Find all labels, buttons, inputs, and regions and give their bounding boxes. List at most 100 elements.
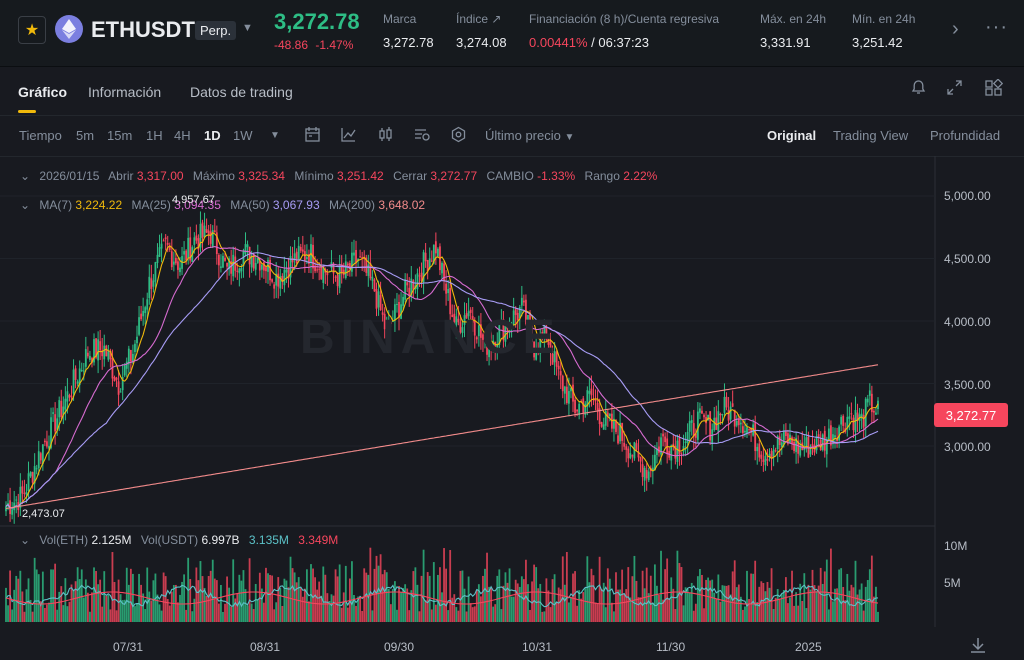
candle-body (236, 270, 239, 273)
grid-lines (0, 195, 935, 447)
volume-bar (68, 601, 71, 622)
layout-grid-icon[interactable] (984, 78, 1004, 103)
candle-body (756, 446, 759, 452)
indicators-icon[interactable] (340, 126, 357, 146)
interval-5m[interactable]: 5m (76, 128, 95, 143)
volume-bar (283, 578, 286, 622)
volume-bar (705, 579, 707, 622)
candle-body (170, 251, 173, 268)
volume-bar (275, 602, 278, 622)
candle-body (183, 251, 185, 255)
volume-bar (179, 594, 181, 622)
candle-body (518, 307, 521, 319)
chart-panel: Gráfico Información Datos de trading Tie… (0, 66, 1024, 660)
more-options-icon[interactable]: ··· (985, 16, 1008, 38)
volume-bar (256, 599, 259, 622)
volume-bar (250, 603, 253, 622)
favorite-star-icon[interactable]: ★ (18, 16, 46, 44)
stat-index[interactable]: Índice ↗ 3,274.08 (456, 12, 507, 50)
price-chart[interactable] (0, 156, 1024, 627)
volume-bar (789, 597, 791, 622)
interval-1w[interactable]: 1W (233, 128, 253, 143)
volume-bar (584, 588, 587, 622)
chevron-right-icon[interactable]: › (952, 18, 959, 40)
volume-bar (649, 575, 652, 622)
candle-body (105, 345, 108, 357)
volume-bar (308, 601, 310, 622)
volume-bar (279, 587, 282, 622)
candle-body (793, 441, 795, 451)
volume-bar (156, 594, 159, 622)
volume-bar (281, 605, 284, 622)
scroll-to-latest-icon[interactable] (968, 635, 988, 660)
tab-info[interactable]: Información (88, 84, 162, 100)
volume-bar (236, 593, 239, 622)
volume-bar (449, 550, 452, 622)
volume-bar (627, 567, 630, 622)
candle-body (43, 440, 46, 443)
stat-funding: Financiación (8 h)/Cuenta regresiva 0.00… (529, 12, 719, 50)
volume-bar (516, 583, 519, 622)
candle-body (193, 237, 196, 245)
interval-15m[interactable]: 15m (107, 128, 133, 143)
volume-bar (570, 597, 572, 622)
volume-bar (129, 568, 132, 622)
interval-4h[interactable]: 4H (174, 128, 191, 143)
symbol-dropdown-icon[interactable]: ▼ (242, 22, 253, 34)
high-annotation: 4,957.67 (172, 194, 215, 206)
candle-body (465, 313, 468, 319)
volume-bar (817, 585, 820, 622)
ma-collapse-icon[interactable]: ⌄ (20, 198, 31, 212)
volume-bar (445, 568, 447, 622)
view-original[interactable]: Original (767, 128, 817, 143)
candle-body (162, 240, 165, 242)
volume-bar (127, 584, 130, 622)
expand-icon[interactable] (946, 79, 963, 101)
volume-bar (21, 591, 24, 622)
candle-body (870, 393, 873, 413)
volume-collapse-icon[interactable]: ⌄ (20, 533, 31, 547)
volume-bar (639, 597, 642, 622)
candle-body (754, 422, 757, 452)
interval-dropdown-icon[interactable]: ▼ (270, 130, 280, 141)
candle-body (825, 438, 828, 455)
calendar-icon[interactable] (304, 126, 321, 146)
candle-body (821, 434, 824, 450)
volume-bar (455, 607, 458, 622)
candle-body (643, 467, 646, 481)
stat-funding-value: 0.00441% / 06:37:23 (529, 35, 719, 50)
candle-body (705, 417, 707, 424)
volume-bar (132, 573, 134, 622)
interval-1d[interactable]: 1D (204, 128, 221, 143)
volume-bar (306, 569, 308, 622)
vol-usdt-label: Vol(USDT) (140, 533, 199, 547)
price-type-select[interactable]: Último precio ▼ (485, 128, 574, 143)
low-value: 3,251.42 (337, 169, 384, 183)
volume-bar (756, 601, 759, 622)
symbol-name[interactable]: ETHUSDT (91, 17, 195, 42)
tab-chart[interactable]: Gráfico (18, 84, 68, 100)
ohlc-collapse-icon[interactable]: ⌄ (20, 169, 31, 183)
bell-icon[interactable] (910, 79, 927, 101)
candle-body (627, 448, 630, 459)
gear-icon[interactable] (450, 126, 467, 146)
interval-1h[interactable]: 1H (146, 128, 163, 143)
candle-body (129, 349, 132, 362)
volume-bar (721, 585, 724, 622)
candle-type-icon[interactable] (377, 126, 394, 146)
view-trading-view[interactable]: Trading View (833, 128, 909, 143)
volume-bar (643, 588, 646, 622)
candle-body (694, 433, 697, 438)
date-tick-0731: 07/31 (113, 640, 144, 654)
candle-body (52, 412, 54, 414)
view-depth[interactable]: Profundidad (930, 128, 1001, 143)
candle-body (396, 303, 398, 305)
candle-body (596, 402, 599, 412)
volume-bar (778, 598, 781, 622)
volume-bar (688, 592, 691, 622)
date-tick-2025: 2025 (795, 640, 822, 654)
volume-bar (27, 578, 30, 622)
tab-trading-data[interactable]: Datos de trading (190, 84, 293, 100)
chart-settings-icon[interactable] (413, 126, 431, 146)
volume-bar (432, 562, 435, 622)
